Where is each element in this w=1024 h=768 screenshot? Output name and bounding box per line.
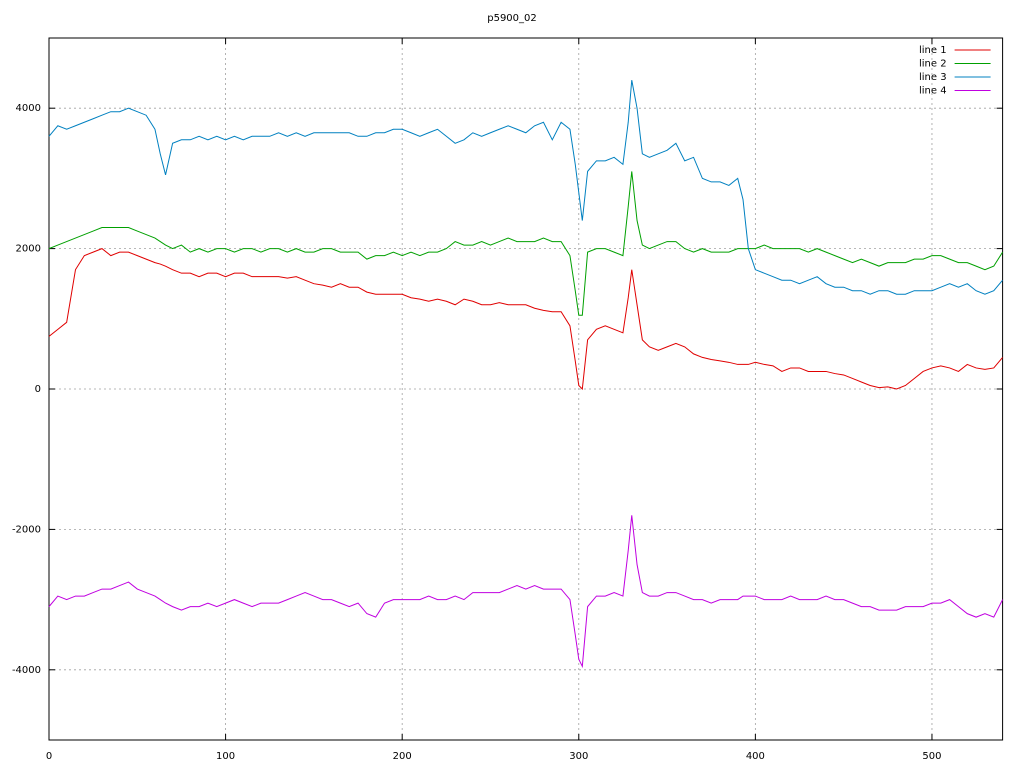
x-tick-label: 100 bbox=[216, 751, 235, 762]
data-line bbox=[48, 80, 1003, 295]
x-tick-label: 0 bbox=[46, 751, 52, 762]
legend-label: line 2 bbox=[919, 59, 947, 70]
y-tick-label: -4000 bbox=[12, 665, 41, 676]
legend-label: line 1 bbox=[919, 45, 947, 56]
y-tick-label: 4000 bbox=[16, 103, 41, 114]
x-tick-label: 200 bbox=[393, 751, 412, 762]
data-line bbox=[48, 515, 1004, 669]
y-tick-label: 2000 bbox=[16, 244, 41, 255]
data-line bbox=[48, 248, 1003, 391]
legend-label: line 3 bbox=[919, 72, 947, 83]
chart-title: p5900_02 bbox=[487, 13, 537, 24]
y-tick-label: 0 bbox=[35, 384, 41, 395]
data-line bbox=[48, 171, 1004, 316]
y-tick-label: -2000 bbox=[12, 524, 41, 535]
legend-label: line 4 bbox=[919, 86, 947, 97]
x-tick-label: 400 bbox=[746, 751, 765, 762]
plot-frame bbox=[48, 37, 1004, 741]
x-tick-label: 500 bbox=[922, 751, 941, 762]
x-tick-label: 300 bbox=[569, 751, 588, 762]
